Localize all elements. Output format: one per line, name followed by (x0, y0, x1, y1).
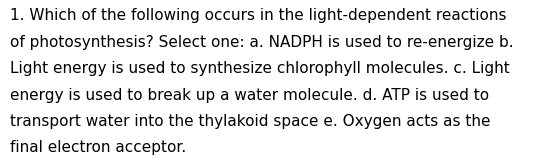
Text: transport water into the thylakoid space e. Oxygen acts as the: transport water into the thylakoid space… (10, 114, 490, 129)
Text: 1. Which of the following occurs in the light-dependent reactions: 1. Which of the following occurs in the … (10, 8, 507, 23)
Text: of photosynthesis? Select one: a. NADPH is used to re-energize b.: of photosynthesis? Select one: a. NADPH … (10, 35, 514, 50)
Text: final electron acceptor.: final electron acceptor. (10, 140, 186, 155)
Text: Light energy is used to synthesize chlorophyll molecules. c. Light: Light energy is used to synthesize chlor… (10, 61, 510, 76)
Text: energy is used to break up a water molecule. d. ATP is used to: energy is used to break up a water molec… (10, 88, 489, 103)
